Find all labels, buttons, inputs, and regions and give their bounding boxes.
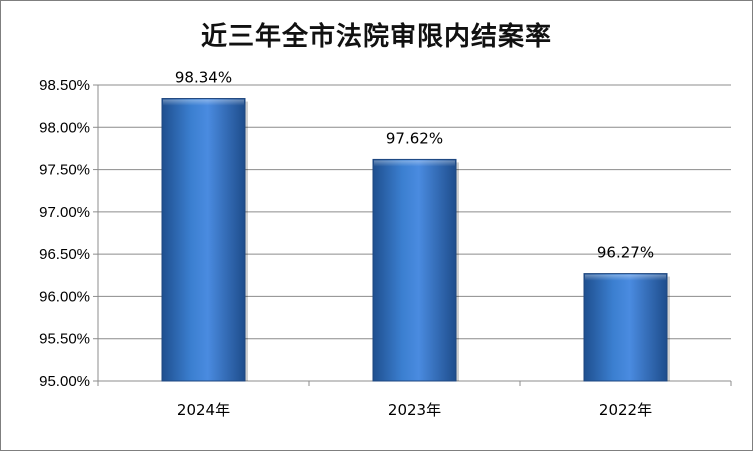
y-tick-label: 95.50% [39,331,90,348]
x-tick-label: 2022年 [599,401,652,419]
bar [583,273,668,382]
y-tick-label: 96.50% [39,246,90,263]
y-tick-label: 97.00% [39,204,90,221]
y-tick-label: 98.50% [39,77,90,94]
bar-highlight [374,160,455,167]
data-label: 96.27% [597,244,654,262]
bar-highlight [585,274,666,281]
data-label: 97.62% [386,129,443,147]
data-label: 98.34% [175,69,232,87]
chart-title: 近三年全市法院审限内结案率 [200,22,552,52]
bar [372,158,457,382]
bar-highlight [163,99,244,106]
y-tick-label: 97.50% [39,162,90,179]
x-tick-label: 2024年 [177,401,230,419]
y-tick-label: 98.00% [39,119,90,136]
y-tick-label: 95.00% [39,373,90,390]
x-tick-label: 2023年 [388,401,441,419]
bar [161,98,246,382]
y-tick-label: 96.00% [39,288,90,305]
